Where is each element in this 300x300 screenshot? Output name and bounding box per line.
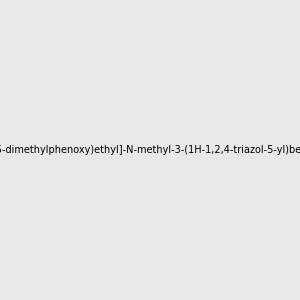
Text: N-[2-(2,5-dimethylphenoxy)ethyl]-N-methyl-3-(1H-1,2,4-triazol-5-yl)benzamide: N-[2-(2,5-dimethylphenoxy)ethyl]-N-methy… xyxy=(0,145,300,155)
